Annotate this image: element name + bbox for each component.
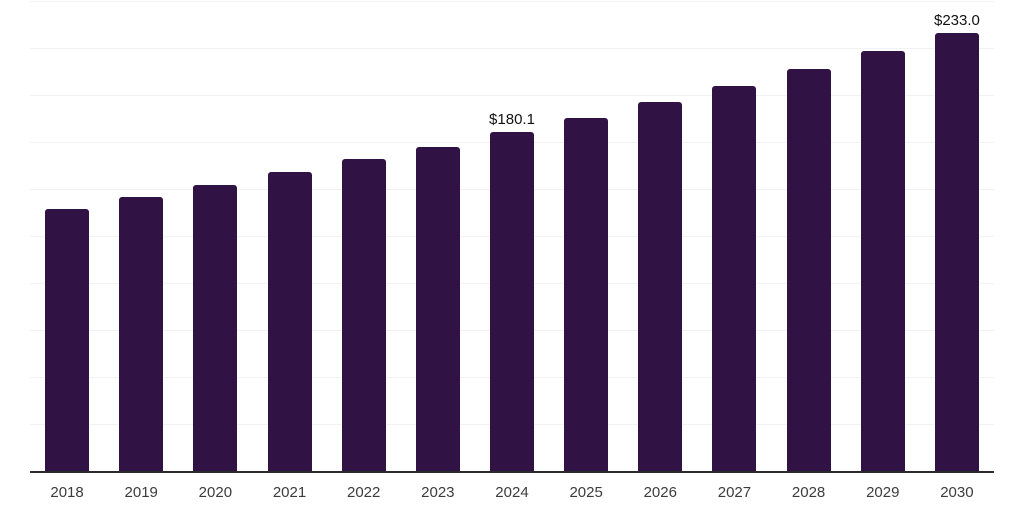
x-tick-label-2020: 2020: [198, 484, 233, 501]
bar-2023: [415, 146, 460, 471]
x-tick-label-2027: 2027: [717, 484, 752, 501]
bar-2018: [45, 208, 90, 471]
bar-2019: [119, 196, 164, 471]
gridline: [30, 48, 994, 49]
x-tick-label-2030: 2030: [940, 484, 974, 501]
x-axis: 2018 2019 2020 2021 2022 2023 2024 2025 2026 2027…: [30, 484, 994, 504]
x-tick-label-2028: 2028: [791, 484, 826, 501]
bar-2024: [490, 132, 534, 471]
bar-2028: [786, 68, 831, 471]
bar-2026: [638, 101, 683, 471]
bar-2021: [267, 172, 312, 471]
x-tick-label-2029: 2029: [866, 484, 900, 501]
x-tick-label-2022: 2022: [346, 484, 381, 501]
gridline: [30, 95, 994, 96]
bar-2022: [341, 158, 386, 471]
bar-2027: [712, 85, 757, 471]
bar-2030: [934, 32, 979, 471]
gridline: [30, 1, 994, 2]
x-tick-label-2018: 2018: [50, 484, 84, 501]
bar-2025: [564, 117, 609, 471]
x-tick-label-2025: 2025: [569, 484, 603, 501]
x-tick-label-2023: 2023: [421, 484, 455, 501]
x-tick-label-2019: 2019: [124, 484, 158, 501]
plot-area: $180.1 $233.0: [30, 1, 994, 473]
bar-2020: [193, 184, 238, 471]
bar-value-label-2024: $180.1: [489, 111, 535, 129]
bar-2029: [860, 51, 905, 471]
bar-value-label-2030: $233.0: [933, 11, 980, 29]
x-tick-label-2026: 2026: [643, 484, 677, 501]
x-tick-label-2024: 2024: [495, 484, 529, 501]
x-tick-label-2021: 2021: [272, 484, 307, 501]
